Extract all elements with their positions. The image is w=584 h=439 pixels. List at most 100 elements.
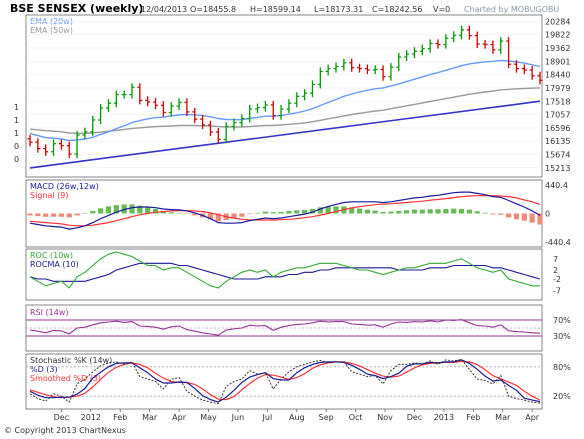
macd-marks: [27, 191, 543, 230]
stoch-y-axis: 80% 20%: [553, 363, 571, 401]
price-left-tick: 1: [14, 129, 19, 138]
stoch-d-legend: %D (3): [30, 365, 58, 374]
stoch-sd-legend: Smoothed %D (3): [30, 374, 101, 383]
macd-histogram-bar: [231, 213, 237, 219]
macd-histogram-bar: [176, 212, 182, 214]
price-y-tick: 20284: [545, 17, 570, 26]
macd-y-axis: 440.4 0 -440.4: [545, 181, 571, 247]
header-credit: Charted by MOBUGOBU: [464, 5, 559, 14]
macd-y-tick: 440.4: [545, 181, 568, 190]
signal-line: [29, 194, 541, 227]
rocma-legend: ROCMA (10): [30, 260, 79, 269]
macd-histogram-bar: [145, 207, 151, 214]
d-line: [29, 359, 541, 403]
rsi-y-tick: 30%: [553, 332, 571, 341]
rsi-y-axis: 70% 30%: [553, 316, 571, 341]
macd-histogram-bar: [396, 210, 402, 214]
macd-histogram-bar: [90, 210, 96, 214]
macd-legend: MACD (26w,12w): [30, 182, 99, 191]
x-tick-label: Nov: [377, 413, 393, 422]
price-y-tick: 17518: [545, 97, 570, 106]
macd-histogram-bar: [325, 206, 331, 214]
rsi-marks: [26, 319, 542, 337]
macd-histogram-bar: [490, 213, 496, 215]
roc-y-tick: -2: [553, 275, 561, 284]
roc-y-axis: 7 2-2 -7: [553, 255, 561, 296]
stoch-pane-border: [25, 353, 543, 410]
roc-line: [29, 251, 540, 289]
macd-histogram-bar: [506, 213, 512, 218]
header-volume: V=0: [433, 5, 450, 14]
x-tick-label: Feb: [466, 413, 480, 422]
header-low: L=18173.31: [314, 5, 363, 14]
macd-histogram-bar: [121, 204, 127, 214]
price-y-tick: 18901: [545, 57, 570, 66]
x-tick-label: 2012: [81, 413, 101, 422]
macd-histogram-bar: [349, 207, 355, 214]
price-y-tick: 16596: [545, 124, 570, 133]
macd-histogram-bar: [137, 205, 143, 214]
roc-y-tick: 2: [553, 266, 558, 275]
stoch-k-legend: Stochastic %K (14w): [30, 356, 112, 365]
macd-histogram-bar: [184, 213, 190, 214]
x-tick-label: Mar: [142, 413, 158, 422]
macd-histogram-bar: [458, 208, 465, 214]
x-axis: Dec 2012 Feb Mar Apr May Jun Jul Aug Sep Oct Nov Dec…: [54, 409, 540, 422]
price-left-tick: 0: [14, 155, 19, 164]
header-open: O=18455.8: [190, 5, 236, 14]
header-close: C=18242.56: [372, 5, 422, 14]
rsi-legend: RSI (14w): [30, 308, 69, 317]
macd-histogram-bar: [278, 211, 284, 214]
macd-histogram-bar: [333, 206, 339, 214]
macd-histogram-bar: [427, 209, 433, 214]
price-y-tick: 19822: [545, 31, 570, 40]
rsi-y-tick: 70%: [553, 316, 571, 325]
price-left-tick: 1: [14, 103, 19, 112]
price-marks: [27, 25, 543, 169]
macd-histogram-bar: [98, 208, 104, 214]
x-tick-label: Mar: [495, 413, 511, 422]
macd-histogram-bar: [435, 209, 441, 214]
price-y-tick: 16135: [545, 137, 570, 146]
roc-marks: [26, 251, 542, 291]
macd-histogram-bar: [129, 204, 135, 214]
macd-histogram-bar: [372, 210, 378, 214]
x-tick-label: Aug: [289, 413, 305, 422]
price-y-tick: 19362: [545, 44, 570, 53]
macd-histogram-bar: [404, 210, 410, 214]
macd-histogram-bar: [498, 213, 504, 215]
x-tick-label: May: [200, 413, 217, 422]
x-tick-label: Dec: [407, 413, 422, 422]
macd-histogram-bar: [262, 211, 268, 214]
price-y-tick: 15213: [545, 164, 570, 173]
macd-histogram-bar: [58, 213, 64, 217]
stoch-y-tick: 80%: [553, 363, 571, 372]
macd-histogram-bar: [317, 207, 323, 214]
price-left-axis: 1 1 1 0 0: [14, 103, 19, 164]
macd-histogram-bar: [482, 212, 488, 214]
roc-legend: ROC (10w): [30, 251, 73, 260]
macd-histogram-bar: [364, 209, 370, 214]
macd-histogram-bar: [192, 213, 198, 216]
macd-histogram-bar: [254, 212, 261, 214]
macd-histogram-bar: [74, 213, 80, 216]
macd-histogram-bar: [35, 213, 41, 217]
ema50-legend: EMA (50w): [30, 26, 73, 35]
macd-histogram-bar: [27, 213, 33, 216]
x-tick-label: Apr: [525, 413, 540, 422]
rocma-line: [29, 262, 541, 282]
roc-y-tick: 7: [553, 255, 558, 264]
price-y-axis: 20284 19822 19362 18901 18440 17979 17518 17057…: [545, 17, 570, 172]
price-left-tick: 1: [14, 116, 19, 125]
macd-histogram-bar: [286, 210, 292, 214]
macd-histogram-bar: [105, 206, 112, 214]
macd-histogram-bar: [50, 213, 57, 217]
price-y-tick: 18440: [545, 71, 570, 80]
macd-y-tick: 0: [545, 210, 550, 219]
x-tick-label: Sep: [319, 413, 334, 422]
macd-histogram-bar: [529, 213, 535, 223]
macd-histogram-bar: [309, 208, 316, 214]
macd-histogram-bar: [247, 213, 253, 215]
ema50-line: [29, 87, 541, 135]
